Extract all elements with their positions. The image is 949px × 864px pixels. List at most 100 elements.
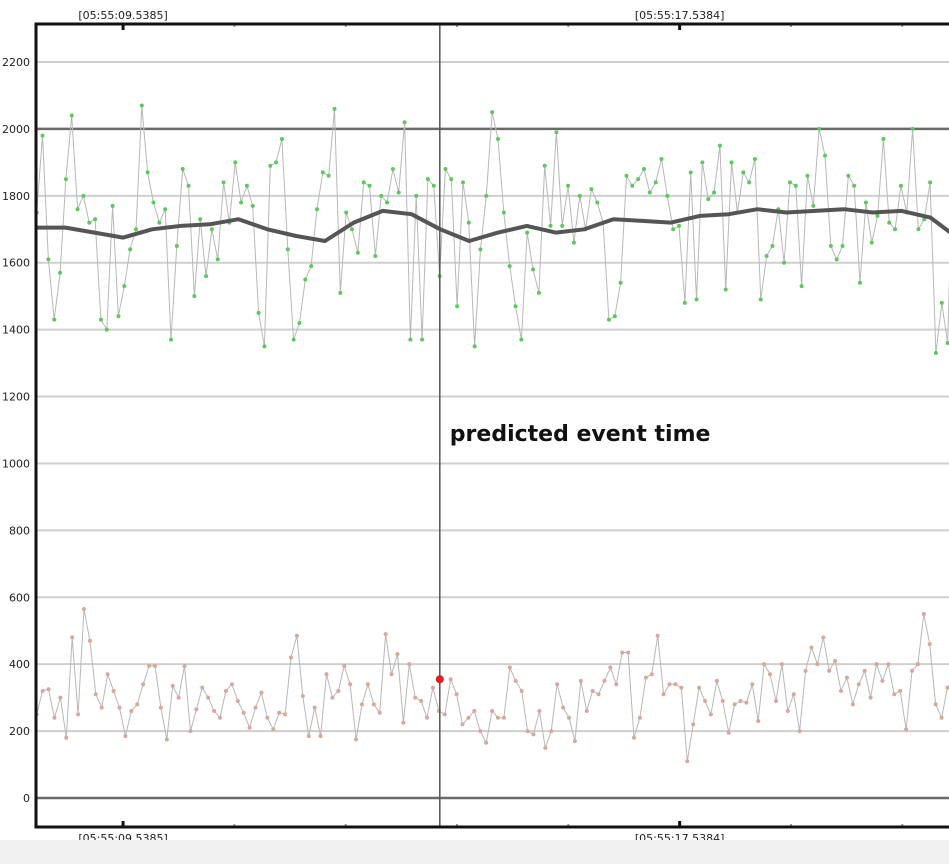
data-point: [194, 707, 199, 712]
data-point: [367, 183, 372, 188]
data-point: [773, 698, 778, 703]
x-tick-label-top: [05:55:09.5385]: [78, 9, 167, 22]
data-point: [186, 183, 191, 188]
status-strip: [0, 840, 949, 864]
data-point: [643, 675, 648, 680]
data-point: [496, 136, 500, 141]
data-point: [779, 662, 784, 667]
data-point: [531, 732, 536, 737]
data-point: [892, 692, 897, 697]
data-point: [188, 729, 193, 734]
data-point: [330, 695, 335, 700]
data-point: [741, 170, 746, 175]
data-point: [555, 682, 560, 687]
data-point: [253, 705, 258, 710]
data-point: [828, 244, 833, 248]
data-point: [549, 729, 554, 734]
data-point: [933, 702, 938, 707]
y-tick-label: 800: [9, 524, 30, 537]
data-point: [490, 110, 495, 115]
data-point: [513, 304, 518, 309]
data-point: [389, 672, 394, 677]
data-point: [117, 705, 122, 710]
data-point: [133, 227, 138, 232]
data-point: [285, 247, 290, 252]
data-point: [354, 737, 359, 742]
data-point: [99, 705, 104, 710]
data-point: [641, 167, 646, 172]
data-point: [168, 337, 173, 342]
data-point: [531, 267, 536, 272]
data-point: [886, 662, 891, 667]
data-point: [624, 173, 629, 178]
data-point: [921, 612, 926, 616]
event-marker: [435, 675, 444, 684]
data-point: [827, 668, 832, 673]
data-point: [279, 136, 284, 141]
x-tick-label-top: [05:55:17.5384]: [635, 9, 724, 22]
data-point: [294, 633, 299, 638]
data-point: [881, 136, 886, 141]
data-point: [874, 662, 879, 667]
data-point: [770, 244, 775, 248]
data-point: [383, 632, 388, 637]
data-point: [797, 729, 802, 734]
data-point: [93, 692, 98, 697]
data-point: [839, 688, 844, 693]
data-point: [110, 203, 115, 208]
data-point: [700, 160, 705, 165]
data-point: [785, 709, 790, 714]
data-point: [752, 157, 757, 162]
data-point: [691, 722, 696, 727]
smoothed-line: [36, 207, 949, 243]
data-point: [803, 668, 808, 673]
data-point: [632, 735, 637, 740]
data-point: [677, 223, 682, 228]
data-point: [880, 678, 885, 683]
data-point: [928, 180, 933, 185]
data-point: [128, 247, 133, 252]
y-tick-label: 2200: [2, 56, 30, 69]
data-point: [793, 183, 798, 188]
data-point: [385, 200, 390, 205]
data-point: [122, 284, 127, 289]
data-point: [608, 665, 613, 670]
data-point: [869, 240, 874, 245]
data-point: [671, 227, 676, 232]
data-point: [419, 698, 424, 703]
data-point: [589, 187, 594, 192]
data-point: [817, 126, 822, 131]
data-point: [170, 683, 175, 688]
data-point: [256, 310, 261, 315]
data-point: [939, 300, 944, 305]
data-point: [460, 180, 465, 185]
data-point: [915, 662, 920, 667]
data-point: [787, 180, 792, 185]
data-point: [612, 314, 617, 319]
data-point: [336, 688, 341, 693]
data-point: [507, 665, 512, 670]
data-point: [863, 200, 868, 205]
y-tick-label: 1400: [2, 324, 30, 337]
data-point: [123, 734, 128, 739]
data-point: [809, 645, 814, 650]
data-point: [244, 183, 249, 188]
data-point: [212, 709, 217, 714]
data-point: [762, 662, 767, 667]
data-point: [484, 193, 489, 198]
data-point: [466, 715, 471, 720]
data-point: [239, 200, 244, 205]
data-point: [496, 715, 500, 720]
data-point: [379, 193, 384, 198]
data-point: [665, 193, 670, 198]
data-point: [320, 170, 325, 175]
data-point: [312, 705, 317, 710]
data-point: [548, 223, 553, 228]
series-line: [36, 105, 949, 354]
data-point: [309, 264, 314, 269]
data-point: [174, 244, 179, 248]
data-point: [152, 663, 157, 668]
data-point: [916, 227, 921, 232]
data-point: [649, 672, 654, 677]
data-point: [401, 720, 406, 725]
